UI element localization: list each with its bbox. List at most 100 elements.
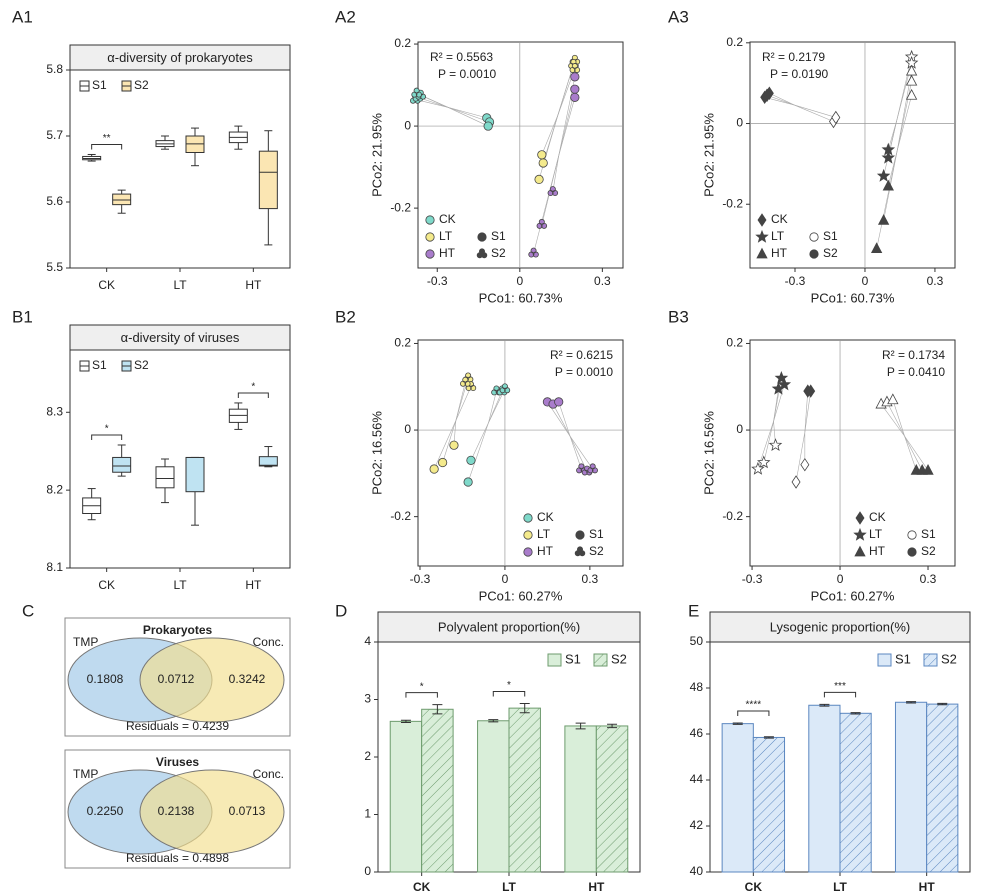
error-bar [432, 704, 443, 715]
panel-label: E [688, 601, 699, 620]
y-tick-label: 0 [404, 422, 411, 436]
error-bar [400, 719, 411, 723]
error-bar [575, 722, 586, 730]
box [258, 150, 278, 210]
residuals: Residuals = 0.4239 [126, 719, 229, 733]
point [881, 150, 896, 164]
point [768, 438, 783, 451]
point [449, 440, 459, 450]
spider-line [447, 107, 489, 127]
y-tick-label: -0.2 [390, 200, 411, 214]
error-bar [607, 723, 618, 729]
spider-line [455, 382, 466, 421]
legend-label: HT [537, 544, 554, 558]
x-tick-label: -0.3 [427, 274, 448, 288]
bar [839, 712, 872, 873]
legend-marker [476, 248, 488, 259]
significance-label: **** [746, 700, 762, 711]
spider-line [569, 436, 593, 470]
y-tick-label: 0.2 [394, 336, 411, 350]
spider-line [880, 403, 905, 437]
bar [894, 701, 928, 873]
annotation: R² = 0.6215 [550, 348, 613, 362]
legend-label: LT [771, 229, 785, 243]
spider-line [442, 420, 457, 463]
y-tick-label: 2 [364, 749, 371, 763]
point [429, 464, 439, 474]
y-axis-label: PCo2: 16.56% [369, 411, 384, 495]
legend-marker [425, 232, 435, 242]
spider-line [766, 94, 795, 106]
bar [752, 736, 786, 873]
error-bar [819, 703, 830, 707]
legend-marker [756, 247, 768, 259]
point [751, 461, 765, 475]
spider-line [455, 386, 472, 421]
header-band [69, 44, 291, 71]
legend-marker [523, 547, 533, 557]
plot-frame [749, 339, 956, 567]
panel-label: B3 [668, 307, 689, 326]
spider-line [804, 391, 812, 433]
point [831, 110, 841, 125]
bar [595, 725, 629, 873]
annotation: R² = 0.1734 [882, 348, 945, 362]
point [771, 381, 786, 395]
legend-label: HT [771, 246, 788, 260]
set-label: TMP [73, 635, 98, 649]
point [905, 74, 918, 86]
y-tick-label: 5.7 [46, 128, 63, 142]
point [764, 86, 774, 100]
legend-label: S2 [941, 651, 957, 666]
y-tick-label: 0 [404, 118, 411, 132]
significance-bracket [492, 691, 526, 697]
venn-value: 0.3242 [229, 672, 266, 686]
annotation: P = 0.0010 [555, 365, 613, 379]
y-tick-label: 4 [364, 634, 371, 648]
bar [477, 720, 510, 873]
panel-label: A3 [668, 7, 689, 26]
y-tick-label: 3 [364, 692, 371, 706]
y-axis-label: PCo2: 21.95% [701, 113, 716, 197]
x-tick-label: 0.3 [594, 274, 611, 288]
x-tick-label: LT [502, 880, 516, 894]
annotation: P = 0.0410 [887, 365, 945, 379]
legend-marker [854, 545, 866, 557]
spider-line [773, 388, 779, 422]
spider-line [467, 422, 489, 483]
x-tick-label: LT [173, 278, 187, 292]
significance-label: *** [834, 681, 846, 692]
error-bar [937, 702, 948, 706]
venn-value: 0.2138 [158, 804, 195, 818]
panel-label: C [22, 601, 34, 620]
point [800, 457, 810, 472]
plot-frame [749, 41, 956, 269]
point [534, 174, 544, 184]
spider-line [804, 391, 809, 433]
error-bar [763, 736, 774, 739]
x-tick-label: 0.3 [582, 572, 599, 586]
legend-label: S1 [565, 651, 581, 666]
point [554, 397, 564, 407]
x-axis-label: PCo1: 60.73% [811, 290, 895, 305]
significance-bracket [737, 710, 770, 716]
x-tick-label: 0.3 [927, 274, 944, 288]
x-tick-label: 0 [516, 274, 523, 288]
point [528, 247, 539, 258]
point [757, 455, 771, 469]
point [587, 463, 598, 474]
legend-marker [907, 530, 917, 540]
point [774, 371, 789, 384]
spider-line [896, 95, 912, 151]
venn-box [64, 749, 291, 869]
spider-line [552, 155, 560, 192]
y-axis-label: PCo2: 21.95% [369, 113, 384, 197]
legend-marker [523, 513, 533, 523]
spider-line [793, 104, 836, 118]
spider-line [558, 401, 571, 437]
point [882, 179, 894, 191]
y-tick-label: 42 [690, 818, 704, 832]
point [887, 393, 899, 405]
x-tick-label: 0 [502, 572, 509, 586]
